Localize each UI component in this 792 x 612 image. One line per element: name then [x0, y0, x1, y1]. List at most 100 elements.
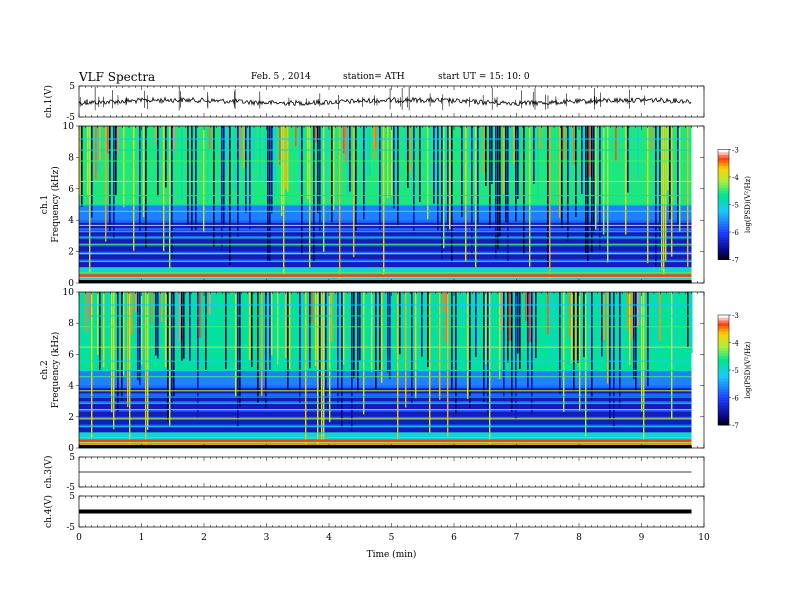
date-label: Feb. 5 , 2014	[251, 72, 311, 82]
ch1-spectrogram-colorbar-cell	[718, 245, 729, 249]
y-tick-label: -5	[66, 113, 75, 123]
ch2-spectrogram-colorbar-cell	[718, 416, 729, 420]
ch1-spectrogram-ylabel: Frequency (kHz)	[50, 166, 61, 243]
ch1-waveform-trace	[78, 96, 692, 107]
station-label: station= ATH	[343, 72, 405, 82]
y-tick-label: 4	[68, 382, 74, 392]
ch2-spectrogram-colorbar-cell	[718, 328, 729, 332]
x-axis-label: Time (min)	[367, 549, 417, 560]
ch1-spectrogram-colorbar-cell	[718, 163, 729, 167]
ch1-spectrogram-colorbar-cell	[718, 229, 729, 233]
ch2-spectrogram-colorbar-cell	[718, 320, 729, 324]
ch2-spectrogram-colorbar-cell	[718, 381, 729, 385]
y-tick-label: 5	[69, 492, 75, 502]
ch1-spectrogram-colorbar-cell	[718, 177, 729, 181]
ch1-spectrogram-colorbar-cell	[718, 174, 729, 178]
ch1-spectrogram-colorbar-cell	[718, 193, 729, 197]
ch1-spectrogram-colorbar-cell	[718, 212, 729, 216]
colorbar-tick-label: -7	[732, 257, 739, 265]
ch2-spectrogram-colorbar-label: log(PSD)(V²/Hz)	[744, 341, 752, 398]
ch2-spectrogram-colorbar-cell	[718, 419, 729, 423]
ch2-spectrogram-colorbar-cell	[718, 359, 729, 363]
ch2-spectrogram-colorbar-cell	[718, 397, 729, 401]
ch1-spectrogram-colorbar-cell	[718, 243, 729, 247]
ch2-spectrogram-colorbar-cell	[718, 317, 729, 321]
ch1-spectrogram-colorbar-cell	[718, 201, 729, 205]
y-tick-label: 4	[68, 216, 74, 226]
colorbar-tick-label: -3	[732, 312, 739, 320]
ch2-spectrogram-colorbar-cell	[718, 367, 729, 371]
ch1-spectrogram-colorbar-cell	[718, 218, 729, 222]
ch2-spectrogram-colorbar-cell	[718, 353, 729, 357]
ch4-waveform-ylabel: ch.4(V)	[43, 495, 54, 528]
x-tick-label: 8	[576, 533, 582, 543]
colorbar-tick-label: -6	[732, 229, 739, 237]
ch2-spectrogram-colorbar-cell	[718, 348, 729, 352]
ch2-spectrogram-colorbar-cell	[718, 400, 729, 404]
ch1-spectrogram-colorbar-cell	[718, 226, 729, 230]
figure-title: VLF Spectra	[79, 70, 156, 84]
x-tick-label: 0	[76, 533, 82, 543]
ch1-spectrogram-colorbar-cell	[718, 157, 729, 161]
ch1-spectrogram-colorbar-cell	[718, 232, 729, 236]
ch1-waveform-ylabel: ch.1(V)	[43, 85, 54, 118]
ch1-spectrogram-colorbar-cell	[718, 152, 729, 156]
ch1-spectrogram-colorbar-cell	[718, 207, 729, 211]
y-tick-label: 10	[63, 122, 75, 132]
ch2-spectrogram-colorbar-cell	[718, 350, 729, 354]
y-tick-label: -5	[66, 523, 75, 533]
ch1-spectrogram-colorbar-cell	[718, 188, 729, 192]
colorbar-tick-label: -6	[732, 395, 739, 403]
ch2-spectrogram-colorbar-cell	[718, 383, 729, 387]
colorbar-tick-label: -7	[732, 422, 739, 430]
ch1-spectrogram-colorbar-cell	[718, 196, 729, 200]
ch1-spectrogram-colorbar-cell	[718, 171, 729, 175]
ch3-waveform-ylabel: ch.3(V)	[43, 456, 54, 489]
ch1-spectrogram-colorbar-cell	[718, 155, 729, 159]
y-tick-label: 2	[68, 248, 74, 258]
ch1-spectrogram-heatmap	[79, 126, 692, 284]
ch2-spectrogram-colorbar-cell	[718, 403, 729, 407]
ch1-spectrogram-colorbar-cell	[718, 248, 729, 252]
start-time-label: start UT = 15: 10: 0	[438, 72, 530, 82]
y-tick-label: 6	[68, 185, 74, 195]
ch2-spectrogram-colorbar-cell	[718, 375, 729, 379]
ch2-spectrogram-colorbar-cell	[718, 323, 729, 327]
ch1-spectrogram-colorbar-cell	[718, 234, 729, 238]
ch2-spectrogram-colorbar-cell	[718, 392, 729, 396]
ch2-spectrogram-colorbar-cell	[718, 331, 729, 335]
ch2-spectrogram-colorbar-cell	[718, 411, 729, 415]
ch1-spectrogram-colorbar-label: log(PSD)(V²/Hz)	[744, 176, 752, 233]
ch2-spectrogram-colorbar-cell	[718, 334, 729, 338]
x-tick-label: 1	[139, 533, 145, 543]
ch2-spectrogram-ylabel: Frequency (kHz)	[50, 332, 61, 409]
ch1-spectrogram-colorbar-cell	[718, 149, 729, 153]
y-tick-label: 6	[68, 350, 74, 360]
ch1-spectrogram-colorbar-cell	[718, 256, 729, 260]
colorbar-tick-label: -5	[732, 202, 739, 210]
ch2-spectrogram-colorbar-cell	[718, 389, 729, 393]
x-tick-label: 6	[451, 533, 457, 543]
ch1-spectrogram-colorbar-cell	[718, 160, 729, 164]
ch1-spectrogram-colorbar-cell	[718, 168, 729, 172]
ch1-spectrogram-colorbar-cell	[718, 199, 729, 203]
ch2-spectrogram-colorbar-cell	[718, 361, 729, 365]
y-tick-label: 5	[69, 82, 75, 92]
ch2-spectrogram-colorbar-cell	[718, 326, 729, 330]
x-tick-label: 9	[639, 533, 645, 543]
ch1-spectrogram-colorbar-cell	[718, 223, 729, 227]
ch1-spectrogram-colorbar-cell	[718, 215, 729, 219]
ch2-spectrogram-colorbar-cell	[718, 378, 729, 382]
y-tick-label: 5	[69, 453, 75, 463]
y-tick-label: 10	[63, 288, 75, 298]
colorbar-tick-label: -3	[732, 147, 739, 155]
ch2-spectrogram-colorbar-cell	[718, 405, 729, 409]
ch2-spectrogram-colorbar-cell	[718, 422, 729, 426]
x-tick-label: 3	[264, 533, 270, 543]
ch1-spectrogram-colorbar-cell	[718, 204, 729, 208]
ch1-spectrogram-colorbar-cell	[718, 251, 729, 255]
ch2-spectrogram-colorbar-cell	[718, 345, 729, 349]
ch1-spectrogram-colorbar-cell	[718, 210, 729, 214]
ch1-spectrogram-colorbar-cell	[718, 240, 729, 244]
